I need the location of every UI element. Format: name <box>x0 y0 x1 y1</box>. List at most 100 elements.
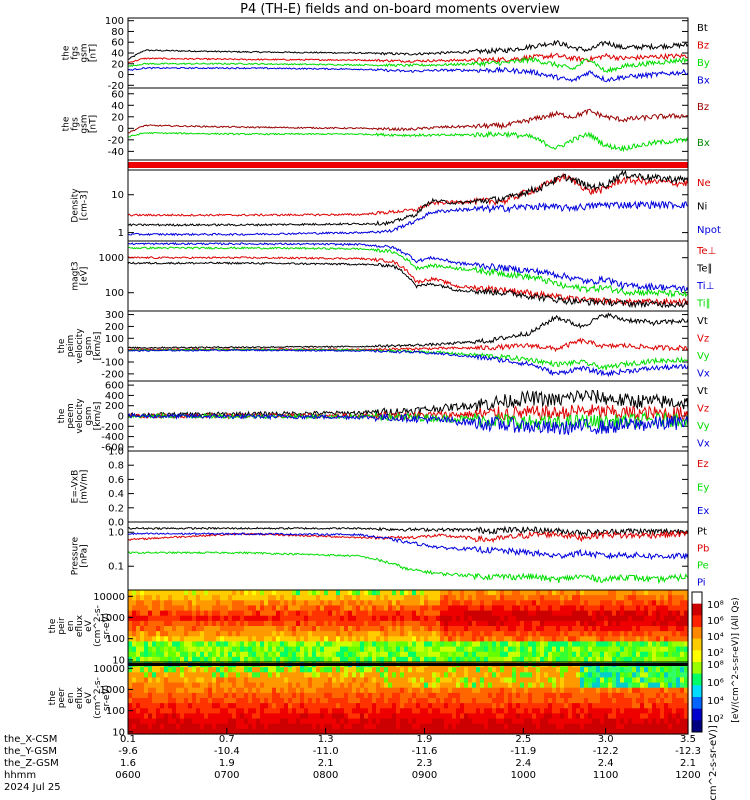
heatmap-cell <box>644 600 649 607</box>
heatmap-cell <box>652 692 657 699</box>
heatmap-cell <box>604 672 609 679</box>
heatmap-cell <box>404 641 409 648</box>
heatmap-cell <box>192 595 197 601</box>
heatmap-cell <box>188 595 193 601</box>
heatmap-cell <box>176 631 181 637</box>
colorbar-segment <box>692 592 702 605</box>
heatmap-cell <box>644 631 649 637</box>
heatmap-cell <box>516 713 521 720</box>
heatmap-cell <box>168 615 173 622</box>
heatmap-cell <box>376 723 381 730</box>
heatmap-cell <box>664 646 669 653</box>
heatmap-cell <box>176 626 181 632</box>
heatmap-cell <box>512 595 517 601</box>
heatmap-cell <box>176 703 181 709</box>
heatmap-cell <box>208 590 213 596</box>
heatmap-cell <box>200 590 205 596</box>
heatmap-cell <box>280 605 285 612</box>
heatmap-cell <box>648 646 653 653</box>
heatmap-cell <box>356 692 361 699</box>
ylabel-line: (cm^2-s- <box>93 677 103 719</box>
heatmap-cell <box>632 723 637 730</box>
heatmap-cell <box>428 703 433 709</box>
heatmap-cell <box>608 692 613 699</box>
heatmap-cell <box>548 610 553 617</box>
heatmap-cell <box>600 682 605 689</box>
heatmap-cell <box>320 590 325 596</box>
heatmap-cell <box>408 615 413 622</box>
xaxis-value: 2.4 <box>598 758 614 769</box>
heatmap-cell <box>392 595 397 601</box>
heatmap-cell <box>236 651 241 658</box>
heatmap-cell <box>648 728 653 735</box>
heatmap-cell <box>492 590 497 596</box>
heatmap-cell <box>560 646 565 653</box>
heatmap-cell <box>240 682 245 689</box>
heatmap-cell <box>212 677 217 684</box>
heatmap-cell <box>164 600 169 607</box>
heatmap-cell <box>236 692 241 699</box>
heatmap-cell <box>384 595 389 601</box>
heatmap-cell <box>488 677 493 684</box>
legend-entry: By <box>697 58 710 69</box>
heatmap-cell <box>392 698 397 704</box>
heatmap-cell <box>540 656 545 663</box>
heatmap-cell <box>612 698 617 704</box>
heatmap-cell <box>428 600 433 607</box>
heatmap-cell <box>288 718 293 725</box>
heatmap-cell <box>472 672 477 679</box>
heatmap-cell <box>372 641 377 648</box>
panel-frame <box>127 87 689 161</box>
heatmap-cell <box>516 620 521 627</box>
heatmap-cell <box>572 667 577 673</box>
heatmap-cell <box>376 615 381 622</box>
heatmap-cell <box>224 605 229 612</box>
heatmap-cell <box>224 682 229 689</box>
heatmap-cell <box>296 672 301 679</box>
heatmap-cell <box>672 656 677 663</box>
heatmap-cell <box>252 646 257 653</box>
heatmap-cell <box>232 713 237 720</box>
heatmap-cell <box>484 672 489 679</box>
heatmap-cell <box>308 672 313 679</box>
heatmap-cell <box>584 656 589 663</box>
legend-entry: Ni <box>697 202 707 213</box>
heatmap-cell <box>200 610 205 617</box>
heatmap-cell <box>480 620 485 627</box>
ytick-label: 20 <box>111 112 124 123</box>
heatmap-cell <box>208 723 213 730</box>
heatmap-cell <box>632 708 637 715</box>
heatmap-cell <box>456 595 461 601</box>
heatmap-cell <box>408 672 413 679</box>
heatmap-cell <box>376 728 381 735</box>
heatmap-cell <box>332 713 337 720</box>
heatmap-cell <box>396 646 401 653</box>
heatmap-cell <box>408 692 413 699</box>
heatmap-cell <box>324 713 329 720</box>
heatmap-cell <box>676 656 681 663</box>
heatmap-cell <box>184 698 189 704</box>
heatmap-cell <box>656 595 661 601</box>
heatmap-cell <box>588 646 593 653</box>
ytick-label: -40 <box>108 147 124 158</box>
heatmap-cell <box>476 595 481 601</box>
heatmap-cell <box>340 713 345 720</box>
heatmap-cell <box>528 646 533 653</box>
heatmap-cell <box>340 698 345 704</box>
heatmap-cell <box>468 687 473 694</box>
heatmap-cell <box>572 708 577 715</box>
heatmap-cell <box>604 590 609 596</box>
heatmap-cell <box>588 728 593 735</box>
heatmap-cell <box>552 610 557 617</box>
heatmap-cell <box>356 713 361 720</box>
heatmap-cell <box>556 718 561 725</box>
heatmap-cell <box>684 651 689 658</box>
heatmap-cell <box>384 703 389 709</box>
heatmap-cell <box>212 605 217 612</box>
heatmap-cell <box>500 656 505 663</box>
heatmap-cell <box>188 636 193 643</box>
heatmap-cell <box>548 646 553 653</box>
heatmap-cell <box>336 713 341 720</box>
heatmap-cell <box>420 626 425 632</box>
